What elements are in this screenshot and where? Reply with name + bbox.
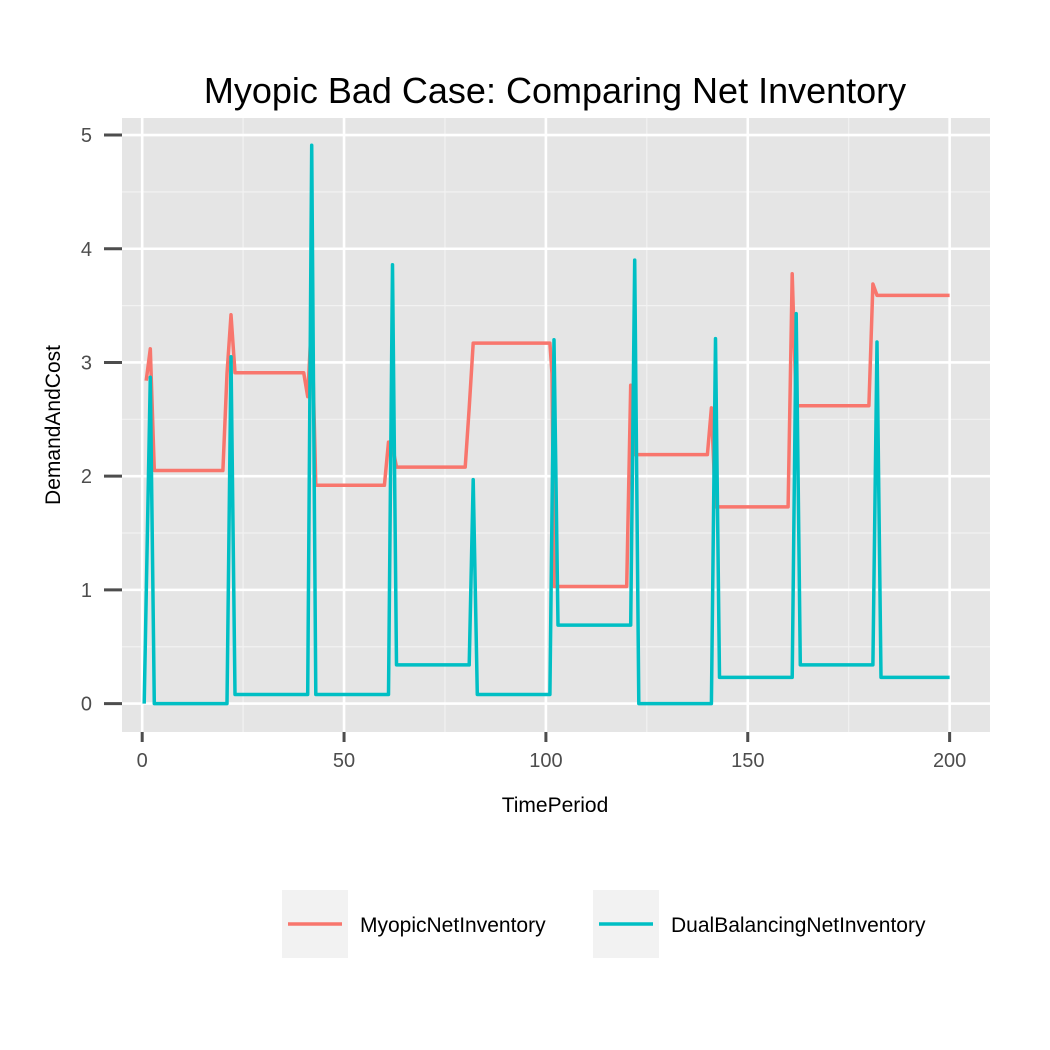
y-tick-label: 0: [81, 694, 92, 716]
series-line-0: [144, 272, 950, 589]
legend-label-myopic: MyopicNetInventory: [360, 914, 546, 937]
y-tick-label: 3: [81, 352, 92, 374]
y-tick-label: 5: [81, 125, 92, 147]
legend: MyopicNetInventory DualBalancingNetInven…: [282, 890, 926, 958]
series-lines: [142, 143, 950, 706]
y-axis: 0 1 2 3 4 5: [81, 125, 122, 716]
y-axis-title: DemandAndCost: [42, 345, 65, 505]
y-tick-label: 2: [81, 466, 92, 488]
y-tick-label: 4: [81, 239, 92, 261]
x-tick-label: 0: [137, 750, 148, 772]
x-tick-label: 150: [731, 750, 764, 772]
series-line-1: [142, 143, 950, 706]
x-tick-label: 200: [933, 750, 966, 772]
y-tick-label: 1: [81, 580, 92, 602]
x-tick-label: 100: [529, 750, 562, 772]
major-gridlines: [122, 118, 990, 732]
chart-title: Myopic Bad Case: Comparing Net Inventory: [204, 70, 906, 111]
x-axis-title: TimePeriod: [502, 794, 609, 817]
legend-label-dual-balancing: DualBalancingNetInventory: [671, 914, 926, 937]
x-axis: 0 50 100 150 200: [137, 732, 966, 772]
x-tick-label: 50: [333, 750, 355, 772]
